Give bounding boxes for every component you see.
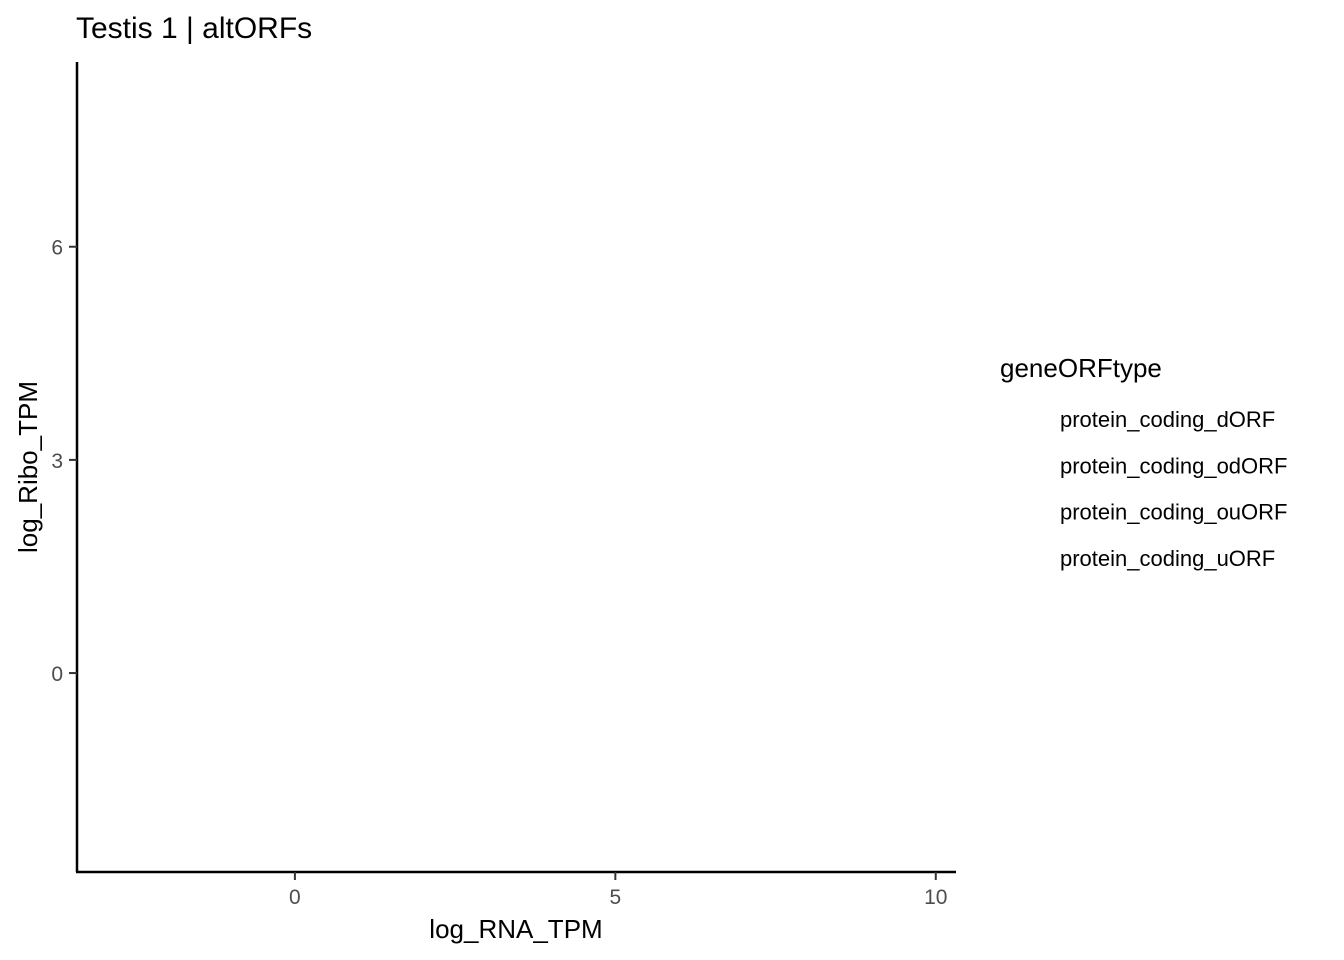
x-tick-label: 5 <box>609 886 621 909</box>
y-axis-ticks: 0 3 6 <box>51 237 77 686</box>
y-axis-title: log_Ribo_TPM <box>13 381 43 553</box>
y-tick-label: 0 <box>51 663 63 686</box>
x-axis-ticks: 0 5 10 <box>289 872 947 909</box>
legend: geneORFtype protein_coding_dORFprotein_c… <box>1000 353 1287 571</box>
legend-title: geneORFtype <box>1000 353 1162 383</box>
chart-title: Testis 1 | altORFs <box>76 12 312 45</box>
x-axis-title: log_RNA_TPM <box>429 914 602 944</box>
x-tick-label: 10 <box>924 886 947 909</box>
x-tick-label: 0 <box>289 886 301 909</box>
legend-entry-label: protein_coding_dORF <box>1060 407 1275 432</box>
legend-entry-label: protein_coding_ouORF <box>1060 500 1287 525</box>
plot-area: 0 5 10 0 3 6 <box>51 62 956 909</box>
legend-entries: protein_coding_dORF protein_coding_odORFp… <box>1060 407 1287 571</box>
y-tick-label: 3 <box>51 450 63 473</box>
legend-entry-label: protein_coding_odORF <box>1060 453 1287 478</box>
legend-entry-label: protein_coding_uORF <box>1060 546 1275 571</box>
y-tick-label: 6 <box>51 237 63 260</box>
